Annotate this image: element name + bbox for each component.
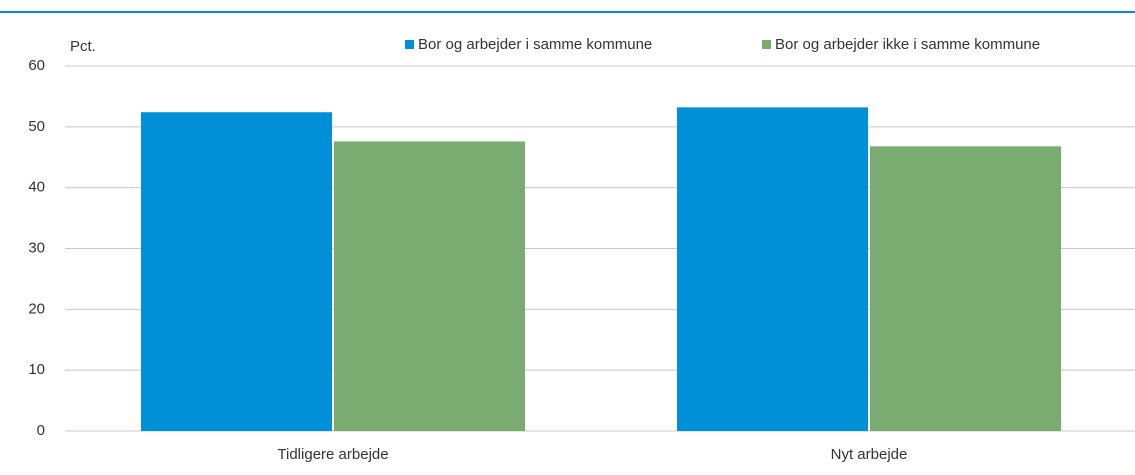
bar (870, 146, 1061, 432)
x-tick-label: Tidligere arbejde (277, 446, 388, 463)
y-tick-label: 0 (37, 422, 45, 439)
y-tick-label: 50 (28, 118, 45, 135)
legend-label: Bor og arbejder ikke i samme kommune (775, 36, 1040, 53)
bar (141, 112, 332, 431)
y-tick-label: 30 (28, 239, 45, 256)
legend-label: Bor og arbejder i samme kommune (418, 36, 652, 53)
legend-swatch (762, 40, 771, 49)
y-tick-label: 40 (28, 179, 45, 196)
y-axis-label: Pct. (70, 38, 96, 55)
bar (677, 107, 868, 431)
y-tick-label: 20 (28, 300, 45, 317)
legend-swatch (405, 40, 414, 49)
x-tick-label: Nyt arbejde (831, 446, 908, 463)
y-tick-label: 60 (28, 57, 45, 74)
y-tick-label: 10 (28, 361, 45, 378)
bar (334, 141, 525, 431)
